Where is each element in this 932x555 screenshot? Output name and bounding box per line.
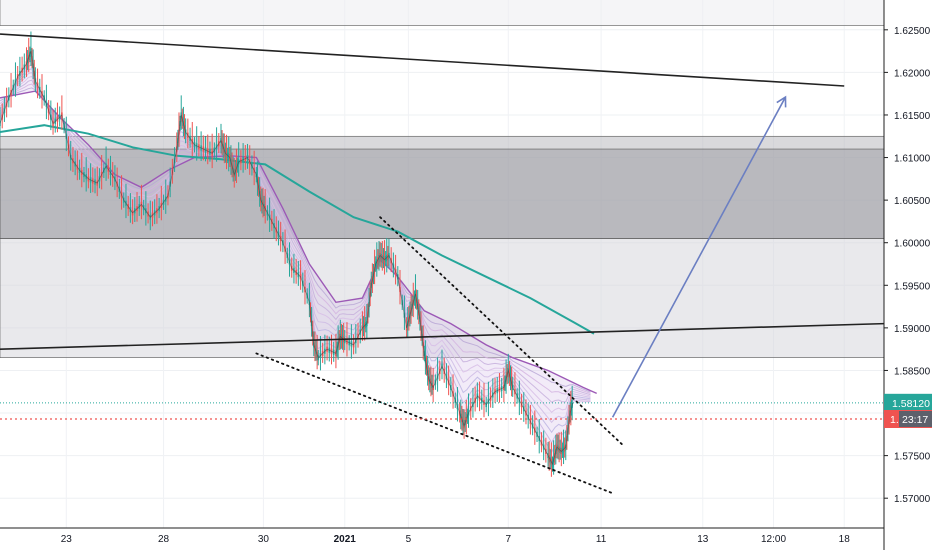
ma-ribbon-line-7: [0, 87, 591, 393]
ema-slow-line: [0, 124, 595, 335]
zone-3: [0, 0, 885, 26]
y-tick-label: 1.60500: [894, 196, 931, 207]
ma-ribbon-line-6: [0, 83, 591, 395]
x-tick-label: 7: [506, 534, 512, 545]
countdown-text: 23:17: [902, 414, 928, 426]
ma-ribbon-line-2: [0, 67, 591, 434]
y-tick-label: 1.61500: [894, 111, 931, 122]
y-tick-label: 1.59000: [894, 324, 931, 335]
x-tick-label: 2021: [334, 534, 357, 545]
ma-ribbon-fill: [0, 57, 591, 463]
ma-ribbon-line-1: [0, 64, 591, 444]
x-tick-label: 5: [406, 534, 412, 545]
zone-2: [0, 238, 885, 358]
x-tick-label: 30: [258, 534, 270, 545]
dotted-line-2[interactable]: [379, 216, 625, 447]
ma-ribbon-line-4: [0, 75, 591, 413]
arrow-line-4[interactable]: [611, 95, 787, 418]
x-tick-label: 12:00: [761, 534, 786, 545]
ma-ribbon: [0, 57, 597, 463]
ma-ribbon-line-3: [0, 71, 591, 424]
current-price-text: 1.: [890, 414, 899, 426]
x-axis-panel: [0, 528, 932, 550]
y-tick-label: 1.62000: [894, 68, 931, 79]
last-price-text: 1.58120: [892, 398, 930, 410]
x-tick-label: 28: [158, 534, 170, 545]
y-tick-label: 1.61000: [894, 154, 931, 165]
dotted-line-3[interactable]: [255, 352, 616, 495]
y-tick-label: 1.62500: [894, 26, 931, 37]
x-tick-label: 18: [839, 534, 851, 545]
x-tick-label: 13: [697, 534, 709, 545]
y-tick-label: 1.59500: [894, 281, 931, 292]
price-line: [0, 50, 574, 466]
last-price-tag: [884, 393, 932, 412]
price-labels: 1.58120 1. 23:17: [884, 393, 932, 428]
x-tick-label: 11: [596, 534, 607, 545]
y-tick-label: 1.58500: [894, 366, 931, 377]
y-tick-label: 1.60000: [894, 239, 931, 250]
y-tick-label: 1.57500: [894, 452, 931, 463]
drawn-lines[interactable]: [0, 33, 885, 495]
price-series: [0, 31, 574, 477]
trend-line-0[interactable]: [0, 33, 845, 87]
trend-line-1[interactable]: [0, 322, 885, 350]
y-tick-label: 1.57000: [894, 494, 931, 505]
countdown-tag: [899, 410, 932, 427]
x-tick-label: 23: [61, 534, 73, 545]
y-axis-panel: [884, 0, 932, 550]
ma-ribbon-line-5: [0, 79, 591, 403]
ma-ribbon-line-0: [0, 60, 591, 454]
